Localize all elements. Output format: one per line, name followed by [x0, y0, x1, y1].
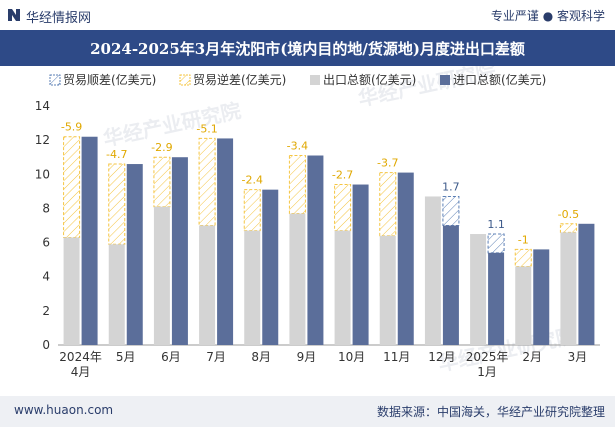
y-tick-label: 2	[42, 304, 50, 318]
balance-data-label: -2.4	[242, 174, 263, 187]
import-bar	[397, 172, 414, 345]
y-tick-label: 8	[42, 201, 50, 215]
export-bar	[334, 230, 351, 345]
export-bar	[63, 237, 80, 345]
deficit-bar	[198, 137, 216, 226]
deficit-bar	[514, 248, 532, 267]
import-bar	[81, 136, 98, 345]
balance-data-label: -0.5	[558, 208, 579, 221]
x-tick-label: 2025年	[466, 350, 509, 364]
footer-bar: www.huaon.com 数据来源：中国海关，华经产业研究院整理	[0, 396, 615, 427]
balance-data-label: -2.9	[151, 141, 172, 154]
y-tick-label: 14	[35, 99, 50, 113]
x-tick-label: 2月	[522, 350, 542, 364]
export-bar	[199, 225, 216, 345]
import-bar	[307, 155, 324, 345]
import-bar	[352, 184, 369, 345]
export-bar	[153, 206, 170, 345]
import-bar	[442, 225, 459, 345]
import-bar	[126, 164, 143, 345]
import-bar	[262, 189, 279, 345]
import-bar	[533, 249, 550, 345]
tagline: 专业严谨 ● 客观科学	[490, 9, 605, 23]
import-bar	[217, 138, 234, 345]
export-bar	[379, 235, 396, 345]
legend-deficit-label: 贸易逆差(亿美元)	[193, 72, 286, 87]
export-bar	[108, 244, 125, 345]
balance-data-label: -5.1	[196, 122, 217, 135]
deficit-bar	[153, 156, 171, 208]
x-tick-label: 1月	[477, 365, 497, 379]
x-tick-label: 10月	[338, 350, 365, 364]
export-bar	[289, 213, 306, 345]
deficit-bar	[379, 172, 397, 237]
x-tick-label: 9月	[297, 350, 317, 364]
deficit-bar	[288, 155, 306, 215]
x-tick-label: 5月	[116, 350, 136, 364]
deficit-bar	[334, 184, 352, 232]
import-bar	[171, 157, 188, 345]
balance-data-label: 1.1	[487, 218, 505, 231]
legend-import-label: 进口总额(亿美元)	[453, 72, 546, 87]
export-bar	[560, 232, 577, 345]
legend-export-label: 出口总额(亿美元)	[323, 72, 416, 87]
balance-data-label: -1	[518, 233, 529, 246]
export-bar	[515, 266, 532, 345]
y-tick-label: 0	[42, 338, 50, 352]
balance-data-label: -3.4	[287, 140, 308, 153]
legend-import-swatch	[440, 75, 450, 85]
legend-surplus-label: 贸易顺差(亿美元)	[63, 72, 156, 87]
y-tick-label: 12	[35, 133, 50, 147]
chart-title: 2024-2025年3月年沈阳市(境内目的地/货源地)月度进出口差额	[90, 40, 525, 58]
surplus-bar	[442, 195, 460, 227]
balance-data-label: 1.7	[442, 180, 460, 193]
title-bar: 2024-2025年3月年沈阳市(境内目的地/货源地)月度进出口差额	[0, 30, 615, 66]
deficit-bar	[243, 189, 261, 232]
export-bar	[424, 196, 441, 345]
legend-surplus-swatch	[49, 74, 61, 86]
brand-name: 华经情报网	[26, 11, 92, 26]
x-tick-label: 6月	[161, 350, 181, 364]
x-tick-label: 12月	[428, 350, 455, 364]
y-tick-label: 10	[35, 167, 50, 181]
x-tick-label: 3月	[568, 350, 588, 364]
deficit-bar	[63, 136, 81, 238]
x-tick-label: 2024年	[59, 350, 102, 364]
export-bar	[244, 230, 261, 345]
balance-data-label: -5.9	[61, 121, 82, 134]
x-tick-label: 4月	[71, 365, 91, 379]
import-bar	[578, 223, 595, 345]
brand-logo-icon	[8, 9, 20, 21]
legend-export-swatch	[310, 75, 320, 85]
deficit-bar	[559, 223, 577, 233]
y-tick-label: 4	[42, 270, 50, 284]
x-tick-label: 8月	[251, 350, 271, 364]
import-bar	[488, 252, 505, 345]
balance-data-label: -3.7	[377, 157, 398, 170]
x-tick-label: 11月	[383, 350, 410, 364]
legend-deficit-swatch	[179, 74, 191, 86]
export-bar	[470, 234, 487, 345]
x-tick-label: 7月	[206, 350, 226, 364]
deficit-bar	[108, 163, 126, 245]
y-tick-label: 6	[42, 236, 50, 250]
surplus-bar	[487, 233, 505, 254]
balance-data-label: -2.7	[332, 169, 353, 182]
data-source: 数据来源：中国海关，华经产业研究院整理	[376, 405, 605, 419]
top-bar: 华经情报网 专业严谨 ● 客观科学	[0, 0, 615, 30]
site-url: www.huaon.com	[14, 403, 114, 417]
balance-data-label: -4.7	[106, 148, 127, 161]
